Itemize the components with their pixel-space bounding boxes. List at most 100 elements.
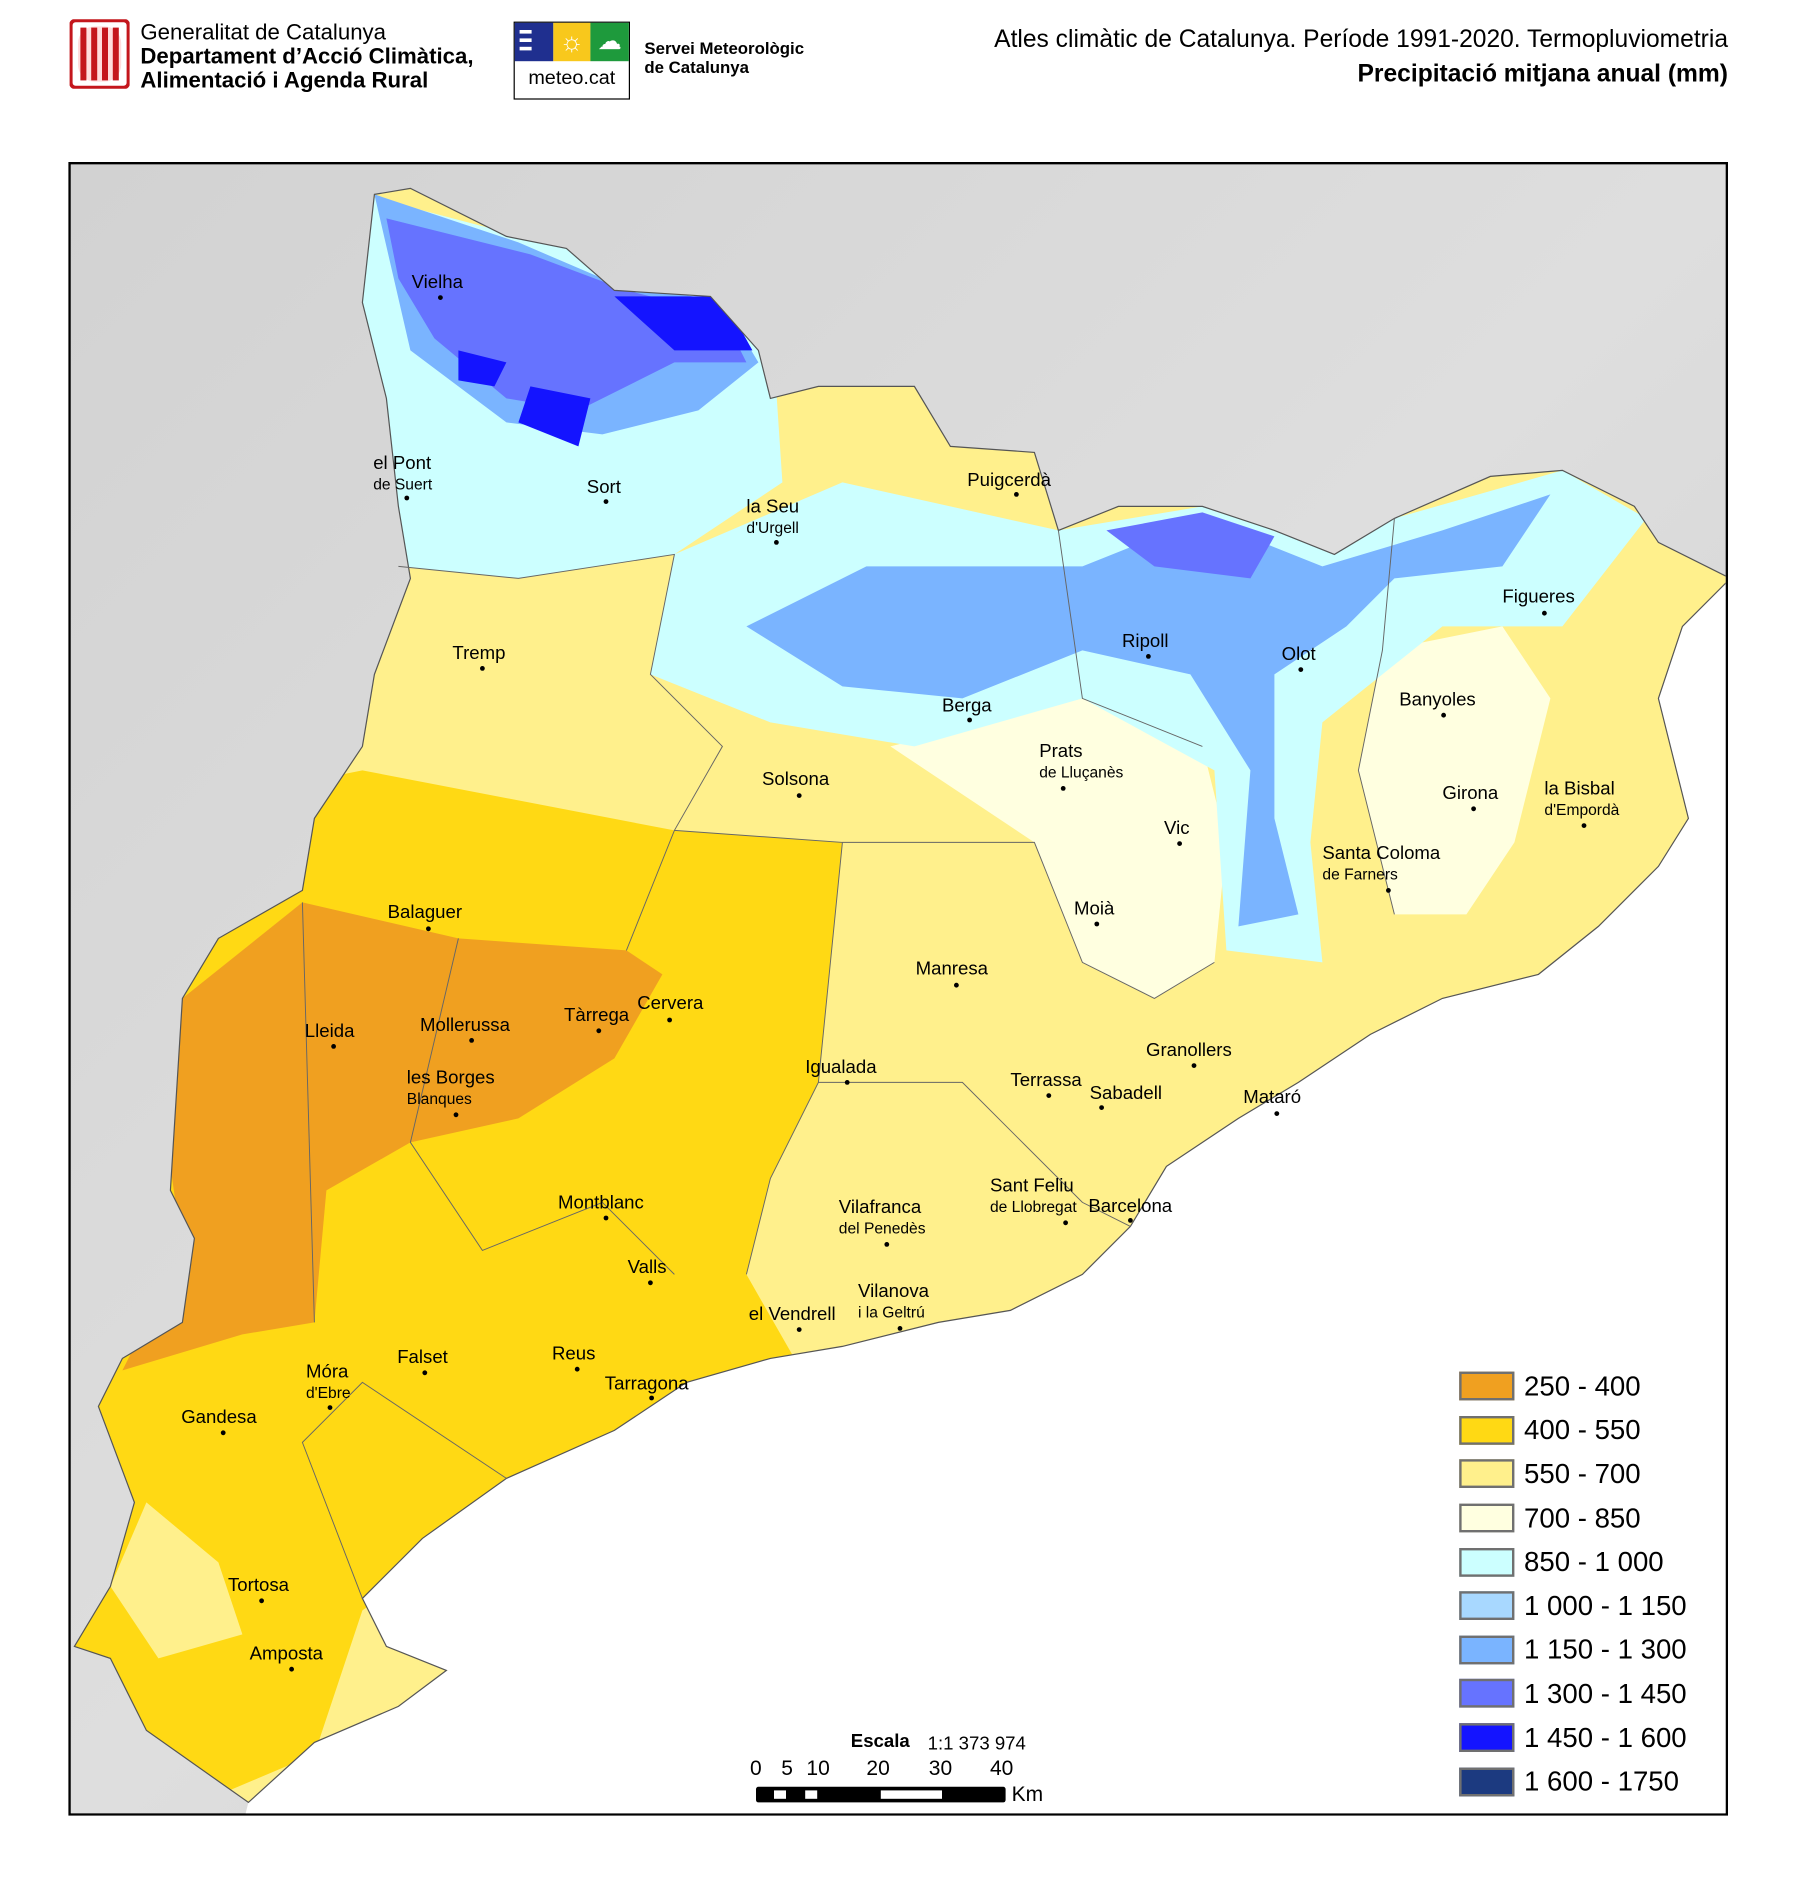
city-name: Manresa	[915, 958, 988, 980]
comarca-borders	[301, 518, 1395, 1599]
city-label: Amposta	[250, 1644, 323, 1664]
city-marker-icon	[1177, 841, 1182, 847]
city-label: Móra d'Ebre	[306, 1362, 351, 1403]
city-marker-icon	[603, 499, 609, 505]
zone-250-400	[122, 902, 663, 1371]
city-marker-icon	[1441, 712, 1446, 718]
city-name: Tremp	[452, 643, 506, 664]
city-name: Puigcerdà	[967, 470, 1051, 491]
city-label: Vilanova i la Geltrú	[858, 1282, 929, 1323]
city-label: Berga	[942, 696, 992, 716]
city-name: Sort	[586, 477, 621, 499]
city-label: Reus	[552, 1344, 595, 1364]
zone-1150-1300	[746, 494, 1551, 927]
city-label: Girona	[1442, 784, 1498, 804]
city-name: Tortosa	[228, 1575, 290, 1597]
city-label: Tortosa	[228, 1576, 289, 1596]
city-marker-icon	[884, 1242, 890, 1247]
city-name: Berga	[942, 696, 992, 717]
map-title: Atles climàtic de Catalunya. Període 199…	[994, 25, 1729, 53]
city-marker-icon	[967, 717, 973, 723]
city-label: Sort	[587, 478, 621, 498]
city-name: Moià	[1074, 898, 1115, 920]
city-name: Falset	[397, 1347, 448, 1368]
city-label: Terrassa	[1010, 1070, 1081, 1090]
legend-label: 400 - 550	[1524, 1414, 1641, 1446]
city-name: Balaguer	[387, 902, 463, 923]
legend-label: 850 - 1 000	[1524, 1545, 1664, 1578]
zone-1450-1600	[458, 296, 753, 447]
city-marker-icon	[289, 1666, 294, 1672]
legend-label: 1 600 - 1750	[1524, 1765, 1680, 1797]
scale-tick: 0	[750, 1755, 762, 1780]
servei-meteorologic: Servei Meteorològic de Catalunya	[644, 38, 804, 76]
legend-item: 550 - 700	[1459, 1452, 1686, 1496]
city-name: Figueres	[1502, 586, 1575, 608]
city-marker-icon	[426, 926, 431, 932]
city-name: Lleida	[304, 1021, 355, 1042]
city-marker-icon	[259, 1598, 264, 1604]
city-name: Montblanc	[558, 1192, 644, 1214]
legend-swatch	[1459, 1635, 1515, 1665]
city-label: Gandesa	[181, 1408, 257, 1428]
city-name: Mataró	[1243, 1087, 1302, 1108]
scale-tick: 40	[990, 1755, 1014, 1780]
city-label: la Bisbal d'Empordà	[1544, 779, 1619, 820]
meteocat-label: meteo.cat	[528, 67, 616, 89]
legend-item: 1 150 - 1 300	[1459, 1628, 1687, 1672]
city-name: Terrassa	[1010, 1070, 1082, 1091]
city-label: Vielha	[412, 272, 463, 292]
legend-swatch	[1459, 1459, 1515, 1489]
legend-label: 700 - 850	[1524, 1501, 1641, 1534]
city-label: Cervera	[637, 994, 703, 1014]
city-marker-icon	[1581, 823, 1587, 829]
scale-tick: 20	[866, 1755, 890, 1780]
city-label: Olot	[1282, 644, 1316, 664]
city-marker-icon	[954, 982, 959, 988]
scale-ratio: 1:1 373 974	[927, 1734, 1026, 1755]
city-marker-icon	[796, 793, 802, 799]
scale-tick: 30	[928, 1755, 953, 1780]
city-label: Moià	[1074, 899, 1114, 919]
city-marker-icon	[1128, 1218, 1133, 1223]
city-label: Manresa	[916, 959, 988, 979]
city-name: Girona	[1442, 783, 1499, 805]
city-name: Mollerussa	[420, 1015, 510, 1036]
servei-line2: de Catalunya	[644, 57, 749, 77]
city-label: Tremp	[452, 643, 505, 663]
city-name: Vilanova	[858, 1281, 930, 1302]
city-label: Santa Coloma de Farners	[1322, 844, 1440, 885]
legend-item: 1 450 - 1 600	[1459, 1716, 1687, 1760]
generalitat-logo-icon	[69, 19, 130, 89]
city-name: Cervera	[637, 993, 704, 1015]
city-marker-icon	[796, 1327, 802, 1332]
city-label: Sabadell	[1090, 1084, 1162, 1104]
city-marker-icon	[220, 1430, 226, 1436]
city-label: Igualada	[805, 1057, 876, 1077]
city-name: Vilafranca	[838, 1197, 922, 1218]
city-label: Falset	[397, 1348, 448, 1368]
city-marker-icon	[1060, 786, 1066, 791]
city-name: Tàrrega	[564, 1005, 630, 1026]
city-marker-icon	[1274, 1111, 1280, 1116]
city-label: Barcelona	[1088, 1196, 1172, 1216]
city-name: Móra	[306, 1362, 349, 1383]
city-name: Sabadell	[1089, 1083, 1162, 1104]
city-marker-icon	[1542, 610, 1547, 616]
city-marker-icon	[453, 1112, 459, 1118]
city-name: Ripoll	[1122, 631, 1169, 652]
city-name: Olot	[1281, 644, 1316, 665]
city-marker-icon	[480, 666, 485, 671]
scale-title: Escala	[850, 1731, 910, 1753]
legend-label: 1 300 - 1 450	[1524, 1677, 1687, 1709]
city-marker-icon	[1298, 667, 1304, 672]
city-name: Solsona	[762, 769, 830, 790]
city-label: Figueres	[1502, 587, 1574, 607]
flag-icon	[514, 22, 553, 62]
city-name-sub: de Lluçanès	[1039, 763, 1124, 782]
city-name-sub: de Suert	[373, 475, 433, 494]
scale-tick: 5	[781, 1755, 793, 1780]
city-marker-icon	[774, 540, 779, 545]
legend-swatch	[1459, 1679, 1515, 1709]
city-marker-icon	[1471, 806, 1476, 812]
